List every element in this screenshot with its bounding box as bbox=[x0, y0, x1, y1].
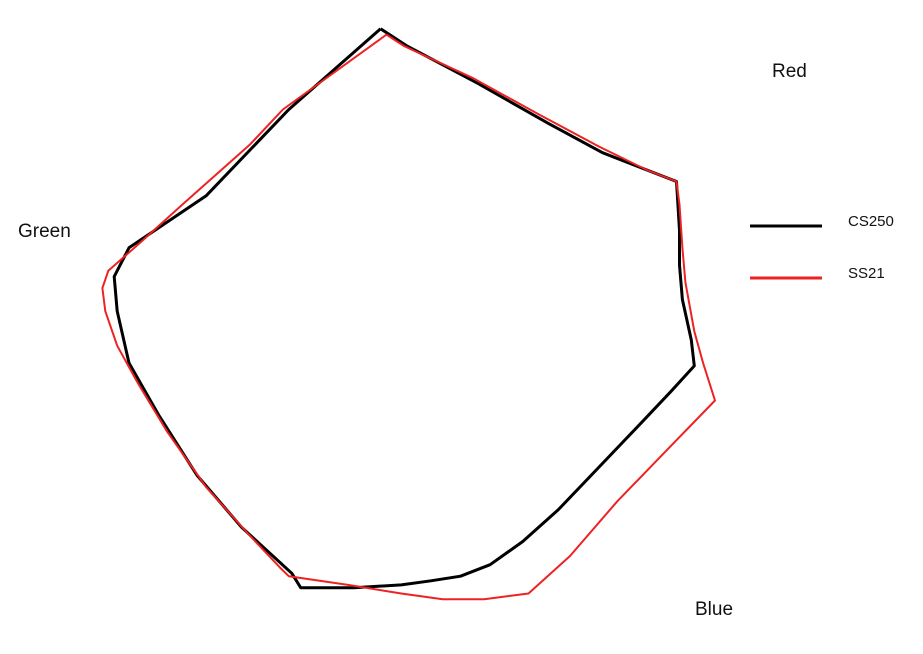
series-line-cs250 bbox=[112, 27, 696, 590]
legend-label-cs250: CS250 bbox=[848, 213, 894, 230]
red-axis-label: Red bbox=[772, 61, 807, 82]
series-line-ss21 bbox=[101, 33, 716, 601]
series-layer bbox=[101, 27, 716, 601]
legend-label-ss21: SS21 bbox=[848, 265, 885, 282]
blue-axis-label: Blue bbox=[695, 599, 733, 620]
green-axis-label: Green bbox=[18, 221, 71, 242]
axes bbox=[58, 0, 786, 654]
legend: CS250 SS21 bbox=[750, 213, 894, 282]
